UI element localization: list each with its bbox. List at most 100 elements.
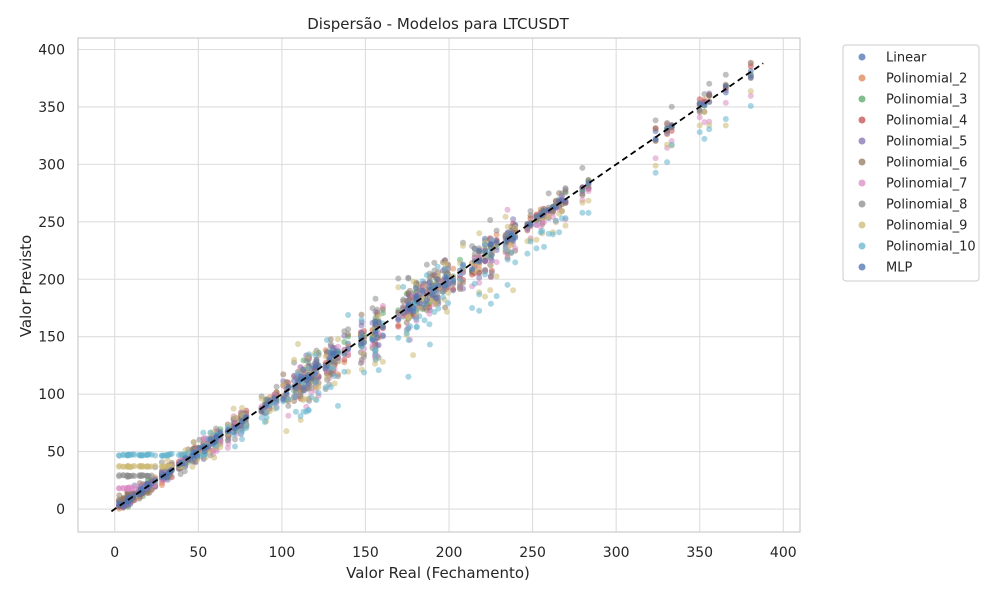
x-axis-label: Valor Real (Fechamento) <box>346 564 530 582</box>
scatter-point <box>357 340 364 347</box>
scatter-point <box>493 259 500 266</box>
y-axis-label: Valor Previsto <box>17 235 35 337</box>
y-tick-label: 300 <box>38 157 65 173</box>
scatter-point <box>160 452 167 459</box>
scatter-point <box>652 125 659 132</box>
scatter-point <box>361 369 367 376</box>
scatter-point <box>230 405 237 412</box>
scatter-point <box>413 316 420 323</box>
scatter-point <box>722 122 729 129</box>
legend-label: Polinomial_5 <box>886 135 967 150</box>
legend-label: Polinomial_2 <box>886 72 967 87</box>
x-tick-label: 250 <box>519 545 546 561</box>
scatter-point <box>327 341 334 348</box>
scatter-point <box>297 413 304 420</box>
scatter-point <box>668 103 675 110</box>
scatter-point <box>189 463 196 470</box>
scatter-point <box>345 312 352 318</box>
scatter-point <box>747 88 754 95</box>
y-tick-label: 150 <box>38 330 65 346</box>
scatter-point <box>426 277 433 284</box>
scatter-point <box>116 472 123 479</box>
x-axis-ticks: 0 50 100 150 200 250 300 350 400 <box>110 545 796 561</box>
scatter-point <box>181 460 188 467</box>
scatter-point <box>258 408 265 415</box>
scatter-point <box>668 141 675 148</box>
y-tick-label: 350 <box>38 100 65 116</box>
scatter-point <box>335 402 341 409</box>
scatter-point <box>341 339 348 345</box>
scatter-point <box>747 74 754 81</box>
scatter-point <box>504 256 511 263</box>
scatter-point <box>324 337 330 343</box>
scatter-point <box>258 395 265 402</box>
scatter-point <box>372 331 379 338</box>
scatter-point <box>460 242 466 249</box>
scatter-point <box>313 384 320 391</box>
scatter-point <box>280 381 287 388</box>
x-tick-label: 400 <box>770 545 797 561</box>
scatter-point <box>395 323 402 330</box>
scatter-point <box>258 414 265 421</box>
scatter-point <box>476 253 483 260</box>
scatter-point <box>335 343 341 350</box>
legend-marker <box>858 53 866 61</box>
scatter-point <box>512 245 519 252</box>
scatter-point <box>502 213 509 220</box>
scatter-point <box>552 217 559 224</box>
scatter-point <box>445 300 452 307</box>
scatter-point <box>232 414 238 421</box>
scatter-point <box>476 274 483 281</box>
scatter-point <box>510 216 517 223</box>
scatter-point <box>652 162 659 169</box>
scatter-point <box>504 223 511 230</box>
scatter-point <box>696 114 703 121</box>
scatter-point <box>196 436 203 443</box>
x-tick-label: 350 <box>686 545 713 561</box>
x-tick-label: 0 <box>110 545 119 561</box>
scatter-point <box>652 169 659 176</box>
scatter-point <box>341 368 348 375</box>
scatter-point <box>696 122 703 129</box>
scatter-point <box>395 316 402 323</box>
x-tick-label: 100 <box>269 545 296 561</box>
scatter-point <box>232 436 238 443</box>
legend-label: MLP <box>886 261 912 276</box>
scatter-point <box>395 284 402 291</box>
scatter-point <box>410 278 417 285</box>
scatter-point <box>405 313 412 320</box>
scatter-point <box>130 451 136 458</box>
scatter-point <box>261 419 268 425</box>
scatter-point <box>579 199 586 206</box>
scatter-point <box>243 425 250 431</box>
scatter-point <box>476 247 483 254</box>
scatter-point <box>200 429 207 436</box>
scatter-point <box>469 305 476 311</box>
scatter-point <box>652 135 659 142</box>
legend-marker <box>858 263 866 271</box>
scatter-point <box>405 337 412 344</box>
scatter-point <box>476 279 483 286</box>
scatter-point <box>668 127 675 134</box>
scatter-point <box>379 306 386 313</box>
legend-label: Polinomial_3 <box>886 93 967 108</box>
scatter-point <box>533 245 540 252</box>
scatter-point <box>504 281 511 288</box>
scatter-point <box>460 261 466 268</box>
scatter-point <box>706 80 713 87</box>
scatter-point <box>395 275 402 282</box>
scatter-point <box>328 358 335 365</box>
scatter-point <box>664 141 671 148</box>
scatter-point <box>308 394 315 401</box>
identity-reference-line <box>110 62 764 513</box>
scatter-point <box>423 261 430 268</box>
scatter-point <box>502 246 509 253</box>
scatter-point <box>312 379 319 386</box>
scatter-point <box>722 82 729 89</box>
scatter-point <box>706 126 713 133</box>
scatter-point <box>273 405 280 412</box>
scatter-point <box>125 463 132 470</box>
scatter-point <box>423 296 430 303</box>
y-tick-label: 400 <box>38 42 65 58</box>
